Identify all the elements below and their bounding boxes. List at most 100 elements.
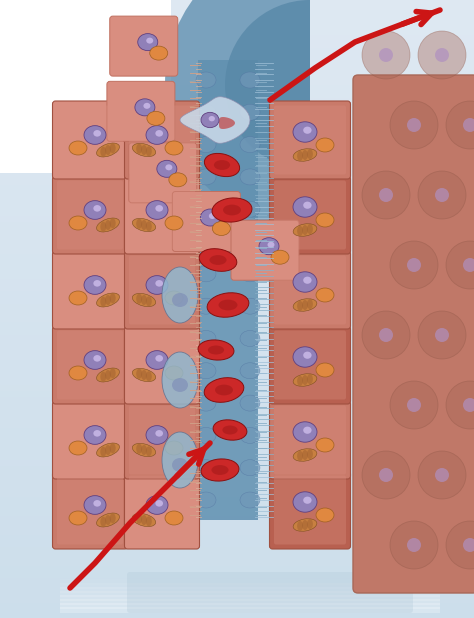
- Bar: [0, 604, 474, 612]
- Bar: [0, 323, 474, 331]
- Ellipse shape: [144, 103, 150, 109]
- Ellipse shape: [93, 205, 101, 211]
- Ellipse shape: [155, 280, 163, 287]
- Ellipse shape: [435, 48, 449, 62]
- Ellipse shape: [446, 381, 474, 429]
- Ellipse shape: [297, 151, 303, 161]
- Ellipse shape: [105, 145, 111, 155]
- Ellipse shape: [136, 514, 142, 523]
- Ellipse shape: [407, 258, 421, 272]
- Bar: [0, 554, 474, 562]
- Ellipse shape: [362, 31, 410, 79]
- Ellipse shape: [146, 38, 153, 44]
- Bar: [0, 74, 474, 81]
- Ellipse shape: [240, 395, 260, 411]
- Ellipse shape: [196, 169, 216, 185]
- Ellipse shape: [136, 369, 142, 379]
- Bar: [0, 517, 474, 524]
- Bar: [0, 36, 474, 44]
- Ellipse shape: [302, 520, 308, 530]
- Bar: [0, 430, 474, 437]
- Ellipse shape: [97, 218, 119, 232]
- Ellipse shape: [196, 363, 216, 379]
- Ellipse shape: [303, 277, 311, 284]
- Bar: [0, 86, 474, 93]
- Bar: [0, 23, 474, 31]
- Ellipse shape: [240, 331, 260, 347]
- Ellipse shape: [293, 122, 317, 142]
- Ellipse shape: [165, 366, 183, 380]
- Bar: [0, 317, 474, 324]
- Bar: [0, 224, 474, 231]
- Ellipse shape: [463, 538, 474, 552]
- Bar: [60, 603, 440, 609]
- Ellipse shape: [407, 398, 421, 412]
- FancyBboxPatch shape: [173, 192, 240, 252]
- Bar: [0, 105, 474, 112]
- FancyBboxPatch shape: [53, 401, 128, 479]
- Bar: [0, 329, 474, 337]
- Ellipse shape: [165, 291, 183, 305]
- Ellipse shape: [109, 218, 116, 228]
- Ellipse shape: [141, 445, 147, 455]
- FancyBboxPatch shape: [127, 572, 413, 613]
- Bar: [0, 5, 474, 12]
- Ellipse shape: [105, 445, 111, 455]
- Bar: [0, 267, 474, 274]
- Ellipse shape: [201, 459, 239, 481]
- Ellipse shape: [100, 222, 106, 232]
- Ellipse shape: [196, 460, 216, 476]
- Ellipse shape: [302, 225, 308, 235]
- Bar: [0, 180, 474, 187]
- FancyBboxPatch shape: [274, 255, 346, 324]
- FancyBboxPatch shape: [129, 405, 195, 475]
- Ellipse shape: [240, 492, 260, 508]
- Ellipse shape: [362, 451, 410, 499]
- FancyBboxPatch shape: [125, 401, 200, 479]
- Ellipse shape: [199, 248, 237, 271]
- Ellipse shape: [293, 449, 317, 461]
- Ellipse shape: [240, 363, 260, 379]
- Ellipse shape: [240, 298, 260, 314]
- Bar: [0, 286, 474, 294]
- Ellipse shape: [446, 521, 474, 569]
- Ellipse shape: [267, 242, 274, 248]
- Bar: [0, 423, 474, 431]
- Bar: [0, 67, 474, 75]
- Bar: [0, 255, 474, 262]
- Ellipse shape: [307, 299, 313, 309]
- Bar: [0, 61, 474, 69]
- Bar: [0, 111, 474, 119]
- FancyBboxPatch shape: [270, 101, 350, 179]
- Ellipse shape: [100, 447, 106, 457]
- FancyBboxPatch shape: [125, 176, 200, 254]
- Bar: [0, 17, 474, 25]
- Ellipse shape: [155, 500, 163, 507]
- Ellipse shape: [146, 146, 152, 156]
- Bar: [0, 467, 474, 475]
- FancyBboxPatch shape: [57, 180, 123, 250]
- Bar: [0, 155, 474, 163]
- Ellipse shape: [136, 219, 142, 229]
- Ellipse shape: [307, 149, 313, 159]
- FancyBboxPatch shape: [125, 326, 200, 404]
- Ellipse shape: [446, 241, 474, 289]
- FancyBboxPatch shape: [129, 143, 197, 203]
- FancyBboxPatch shape: [270, 176, 350, 254]
- Ellipse shape: [418, 311, 466, 359]
- Bar: [0, 11, 474, 19]
- Ellipse shape: [390, 241, 438, 289]
- Bar: [0, 473, 474, 481]
- Ellipse shape: [307, 374, 313, 384]
- Ellipse shape: [146, 516, 152, 527]
- Ellipse shape: [146, 446, 152, 456]
- Ellipse shape: [147, 111, 165, 125]
- Bar: [0, 492, 474, 499]
- Ellipse shape: [172, 378, 188, 392]
- Ellipse shape: [240, 428, 260, 443]
- FancyBboxPatch shape: [274, 180, 346, 250]
- Bar: [0, 480, 474, 487]
- Bar: [0, 405, 474, 412]
- Bar: [0, 205, 474, 212]
- Bar: [0, 611, 474, 618]
